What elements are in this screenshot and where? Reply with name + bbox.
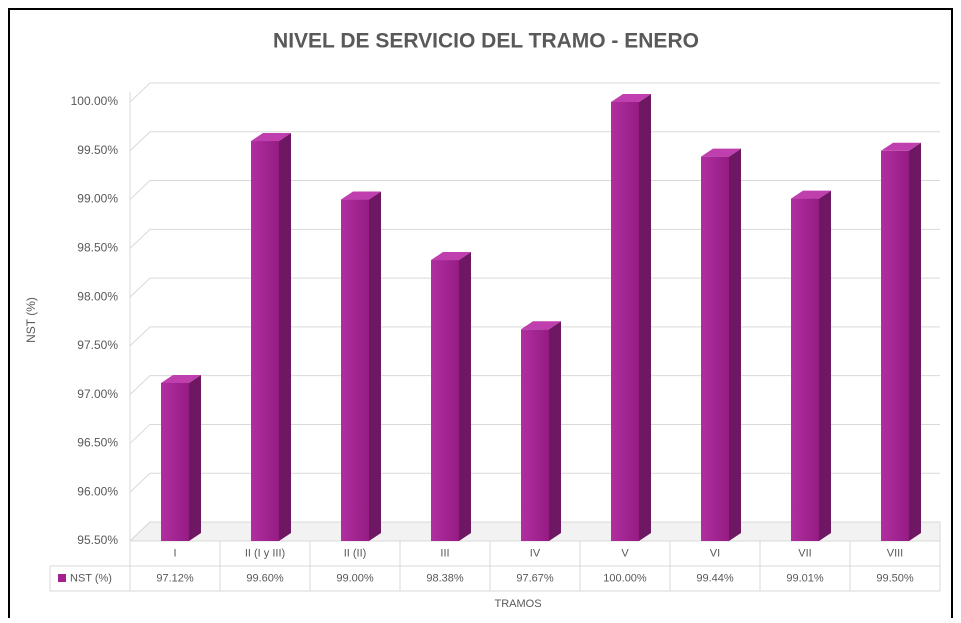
value-label: 97.12% [156,572,194,584]
bar-top [881,142,921,151]
chart-frame [8,8,953,618]
value-label: 100.00% [603,572,647,584]
bar-side [459,252,471,542]
bar [611,94,651,541]
legend-swatch [58,574,66,582]
value-label: 97.67% [516,572,554,584]
grid-line [129,326,940,347]
bar-top [431,252,471,261]
y-axis-title: NST (%) [24,297,38,343]
x-tick-label: V [621,547,629,559]
y-tick-label: 99.50% [77,143,118,157]
bar-side [909,142,921,541]
grid-line [129,423,940,444]
x-tick-label: II (I y III) [245,547,285,559]
bar-front [611,102,639,541]
value-label: 99.44% [696,572,734,584]
y-tick-label: 96.50% [77,436,118,450]
bar-side [819,190,831,541]
bar-front [341,199,369,542]
x-tick-label: VI [710,547,720,559]
bar-front [701,156,729,541]
grid-line [129,375,940,396]
bar-front [161,382,189,541]
bar-side [369,191,381,542]
y-tick-label: 99.00% [77,192,118,206]
bar-top [791,190,831,199]
value-label: 99.01% [786,572,824,584]
value-label: 99.00% [336,572,374,584]
y-tick-label: 98.00% [77,289,118,303]
x-tick-label: III [440,547,449,559]
bar [791,190,831,541]
x-tick-label: IV [530,547,541,559]
bar-top [341,191,381,200]
bar [881,142,921,541]
bar-front [251,141,279,541]
grid-line [129,131,940,152]
bar-top [251,133,291,142]
bar-top [521,321,561,330]
bar [161,374,201,541]
value-label: 98.38% [426,572,464,584]
bar-side [549,321,561,541]
bar [521,321,561,541]
x-tick-label: VII [798,547,811,559]
grid-line [129,277,940,298]
value-label: 99.60% [246,572,284,584]
y-tick-label: 100.00% [71,94,119,108]
bar-front [791,198,819,541]
x-tick-label: VIII [887,547,904,559]
x-tick-label: I [173,547,176,559]
bar [701,148,741,541]
bar-top [161,374,201,383]
x-tick-label: II (II) [344,547,367,559]
bar-side [189,374,201,541]
x-axis-title: TRAMOS [494,598,541,610]
value-label: 99.50% [876,572,914,584]
y-tick-label: 98.50% [77,241,118,255]
bar-front [521,329,549,541]
y-tick-label: 97.50% [77,338,118,352]
bar-side [729,148,741,541]
grid-line [129,472,940,493]
grid-line [129,521,940,542]
grid-line [129,82,940,103]
bar [251,133,291,541]
y-tick-label: 96.00% [77,484,118,498]
bar [341,191,381,542]
bar-top [611,94,651,102]
y-tick-label: 95.50% [77,533,118,547]
grid-line [129,180,940,200]
chart-title: NIVEL DE SERVICIO DEL TRAMO - ENERO [273,30,699,53]
bar-front [881,150,909,541]
y-tick-label: 97.00% [77,387,118,401]
legend-label: NST (%) [70,572,112,584]
bar-top [701,148,741,157]
bar-side [279,133,291,541]
bar-front [431,260,459,541]
bar-side [639,94,651,541]
grid-line [129,228,940,249]
bar [431,252,471,542]
